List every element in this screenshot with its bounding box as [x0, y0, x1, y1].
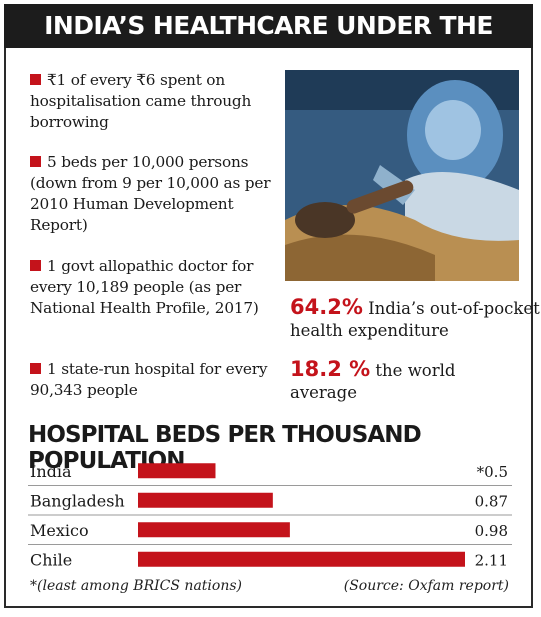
ppe-health-worker-photo: [285, 70, 519, 281]
value-label: *0.5: [477, 463, 508, 481]
category-label: Chile: [30, 550, 72, 569]
bullet-square-icon: [30, 74, 41, 85]
fact-item: ₹1 of every ₹6 spent on hospitalisation …: [30, 70, 280, 133]
bullet-square-icon: [30, 260, 41, 271]
fact-text: 5 beds per 10,000 persons (down from 9 p…: [30, 153, 271, 234]
fact-text: 1 govt allopathic doctor for every 10,18…: [30, 257, 259, 317]
value-label: 0.98: [475, 522, 508, 540]
world-average-stat: 18.2 % the world average: [290, 358, 520, 404]
bullet-square-icon: [30, 363, 41, 374]
fact-text: 1 state-run hospital for every 90,343 pe…: [30, 360, 268, 399]
fact-item: 1 govt allopathic doctor for every 10,18…: [30, 256, 280, 319]
india-oop-stat: 64.2% India’s out-of-pocket health expen…: [290, 296, 541, 342]
bar: [138, 492, 273, 508]
category-label: Mexico: [30, 521, 89, 540]
stat-text: India’s out-of-pocket health expenditure: [290, 299, 540, 340]
bar: [138, 463, 216, 479]
bar: [138, 522, 290, 538]
value-label: 0.87: [475, 492, 508, 510]
category-label: India: [30, 462, 72, 481]
category-label: Bangladesh: [30, 491, 125, 510]
chart-source: (Source: Oxfam report): [343, 578, 509, 594]
stat-value: 18.2 %: [290, 357, 371, 381]
bullet-square-icon: [30, 156, 41, 167]
stat-value: 64.2%: [290, 295, 363, 319]
fact-item: 5 beds per 10,000 persons (down from 9 p…: [30, 152, 280, 236]
fact-item: 1 state-run hospital for every 90,343 pe…: [30, 359, 280, 401]
chart-footnote: *(least among BRICS nations): [30, 578, 242, 594]
bar: [138, 551, 465, 567]
photo-illustration: [285, 70, 519, 281]
fact-text: ₹1 of every ₹6 spent on hospitalisation …: [30, 71, 252, 131]
value-label: 2.11: [475, 551, 508, 569]
stat-text: the world average: [290, 361, 456, 402]
